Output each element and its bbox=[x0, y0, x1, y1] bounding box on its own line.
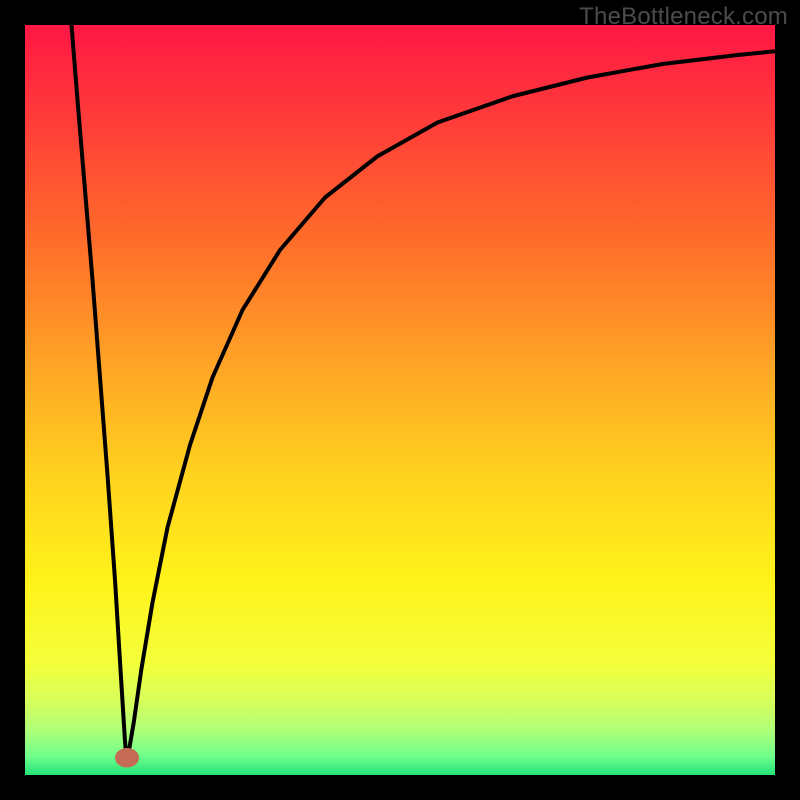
watermark-text: TheBottleneck.com bbox=[579, 3, 788, 31]
plot-area bbox=[25, 25, 775, 775]
bottleneck-curve-chart bbox=[0, 0, 800, 800]
curve-min-marker bbox=[115, 748, 139, 768]
chart-container: TheBottleneck.com bbox=[0, 0, 800, 800]
